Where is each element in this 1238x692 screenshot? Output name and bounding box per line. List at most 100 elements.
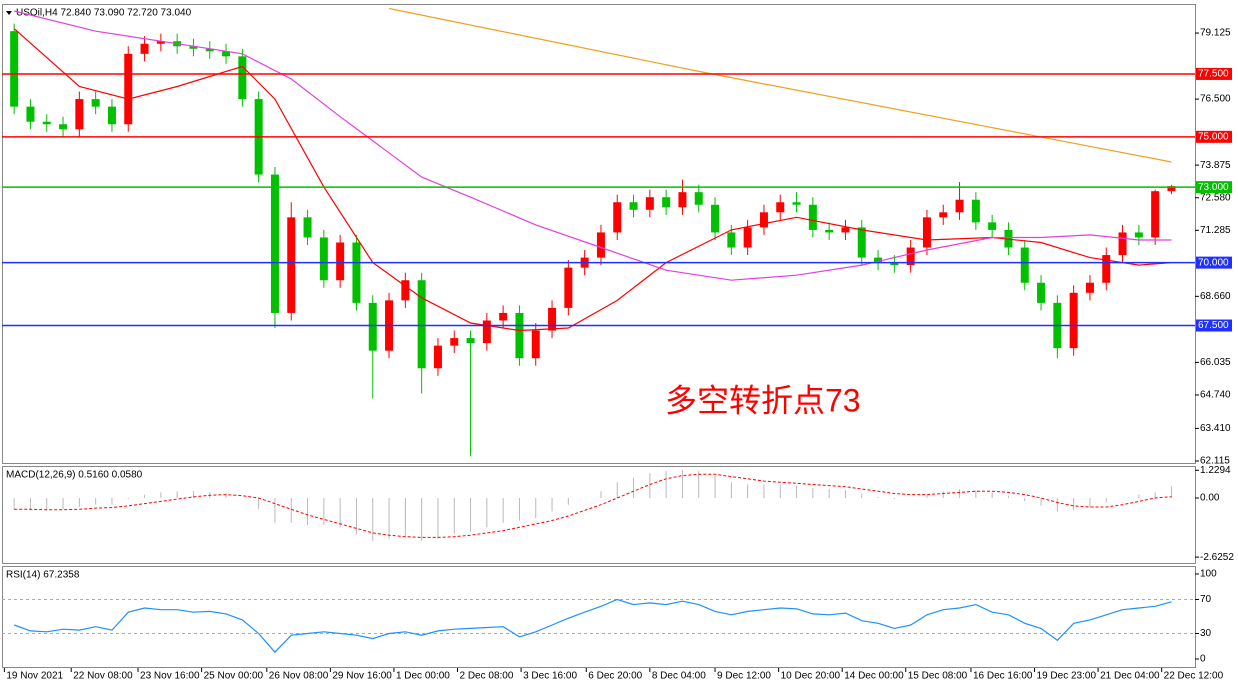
y-tick-label: 0.00 <box>1200 493 1220 504</box>
macd-frame <box>2 466 1196 564</box>
candle-body <box>1118 232 1127 256</box>
moving-average <box>14 10 1172 281</box>
y-tick-label: 71.285 <box>1200 225 1231 236</box>
y-tick-label: 66.035 <box>1200 357 1231 368</box>
level-label: 75.000 <box>1198 131 1229 142</box>
candle-body <box>1151 191 1160 238</box>
x-tick-label: 1 Dec 00:00 <box>396 671 450 682</box>
y-tick-label: 64.740 <box>1200 390 1231 401</box>
y-tick-label: 72.580 <box>1200 192 1231 203</box>
x-tick-label: 16 Dec 16:00 <box>973 671 1033 682</box>
candle-body <box>971 199 980 223</box>
candle-body <box>124 53 133 125</box>
candle-body <box>678 192 687 208</box>
x-tick-label: 6 Dec 20:00 <box>588 671 642 682</box>
candle-body <box>450 338 459 346</box>
y-tick-label: 79.125 <box>1200 28 1231 39</box>
annotation: 多空转折点73 <box>665 382 861 418</box>
candle-body <box>59 124 68 130</box>
candle-body <box>1020 247 1029 283</box>
candle-body <box>156 41 165 44</box>
y-tick-label: -2.6252 <box>1200 552 1234 563</box>
candle-body <box>466 338 475 344</box>
candle-body <box>222 51 231 57</box>
candle-body <box>1037 282 1046 303</box>
candle-body <box>988 222 997 230</box>
candle-body <box>287 217 296 313</box>
candle-body <box>238 56 247 100</box>
candle-body <box>401 280 410 301</box>
candle-body <box>955 199 964 213</box>
level-label-box <box>1196 256 1232 269</box>
x-tick-label: 19 Nov 2021 <box>6 671 63 682</box>
candle-body <box>1102 255 1111 283</box>
x-tick-label: 19 Dec 23:00 <box>1037 671 1097 682</box>
candle-body <box>564 267 573 308</box>
menu-arrow <box>6 11 12 15</box>
candle-body <box>596 232 605 258</box>
x-tick-label: 22 Nov 08:00 <box>73 671 133 682</box>
level-label: 73.000 <box>1198 182 1229 193</box>
candle-body <box>645 197 654 210</box>
candle-body <box>10 31 19 107</box>
y-tick-label: 100 <box>1200 569 1217 580</box>
macd-title: MACD(12,26,9) 0.5160 0.0580 <box>6 470 143 481</box>
candle-body <box>352 242 361 303</box>
x-tick-label: 29 Nov 16:00 <box>332 671 392 682</box>
moving-average <box>388 7 1172 163</box>
candle-body <box>270 174 279 313</box>
candle-body <box>1085 282 1094 293</box>
candle-body <box>205 48 214 52</box>
candle-body <box>808 204 817 230</box>
y-tick-label: 68.660 <box>1200 291 1231 302</box>
candle-body <box>662 197 671 208</box>
x-tick-label: 14 Dec 00:00 <box>844 671 904 682</box>
candle-body <box>515 312 524 359</box>
candle-body <box>1134 232 1143 238</box>
level-label: 70.000 <box>1198 257 1229 268</box>
candle-body <box>140 43 149 54</box>
y-tick-label: 70 <box>1200 594 1212 605</box>
candle-body <box>759 212 768 228</box>
x-tick-label: 9 Dec 12:00 <box>717 671 771 682</box>
candle-body <box>531 330 540 359</box>
candle-body <box>906 247 915 266</box>
level-label-box <box>1196 319 1232 332</box>
x-tick-label: 10 Dec 20:00 <box>781 671 841 682</box>
candle-body <box>75 99 84 130</box>
candle-body <box>874 257 883 263</box>
candle-body <box>857 227 866 258</box>
y-tick-label: 1.2294 <box>1200 465 1231 476</box>
x-tick-label: 26 Nov 08:00 <box>269 671 329 682</box>
candle-body <box>368 302 377 351</box>
candle-body <box>319 237 328 281</box>
candle-body <box>189 46 198 49</box>
candle-body <box>433 345 442 369</box>
candle-body <box>107 106 116 125</box>
candle-body <box>922 217 931 248</box>
candle-body <box>417 280 426 369</box>
candle-body <box>91 99 100 107</box>
x-tick-label: 25 Nov 00:00 <box>204 671 264 682</box>
x-tick-label: 15 Dec 08:00 <box>908 671 968 682</box>
rsi-frame <box>2 566 1196 668</box>
rsi-title: RSI(14) 67.2358 <box>6 570 80 581</box>
candle-body <box>694 192 703 205</box>
main-frame <box>2 4 1196 464</box>
candle-body <box>711 204 720 233</box>
level-label-box <box>1196 181 1232 194</box>
x-tick-label: 23 Nov 16:00 <box>140 671 200 682</box>
candle-body <box>482 320 491 344</box>
candle-body <box>792 202 801 205</box>
candle-body <box>499 312 508 321</box>
candle-body <box>26 106 35 122</box>
level-label-box <box>1196 67 1232 80</box>
y-tick-label: 62.115 <box>1200 456 1230 467</box>
x-tick-label: 2 Dec 08:00 <box>460 671 514 682</box>
candle-body <box>939 212 948 218</box>
candle-body <box>743 227 752 248</box>
level-label: 67.500 <box>1198 320 1229 331</box>
candle-body <box>776 202 785 213</box>
